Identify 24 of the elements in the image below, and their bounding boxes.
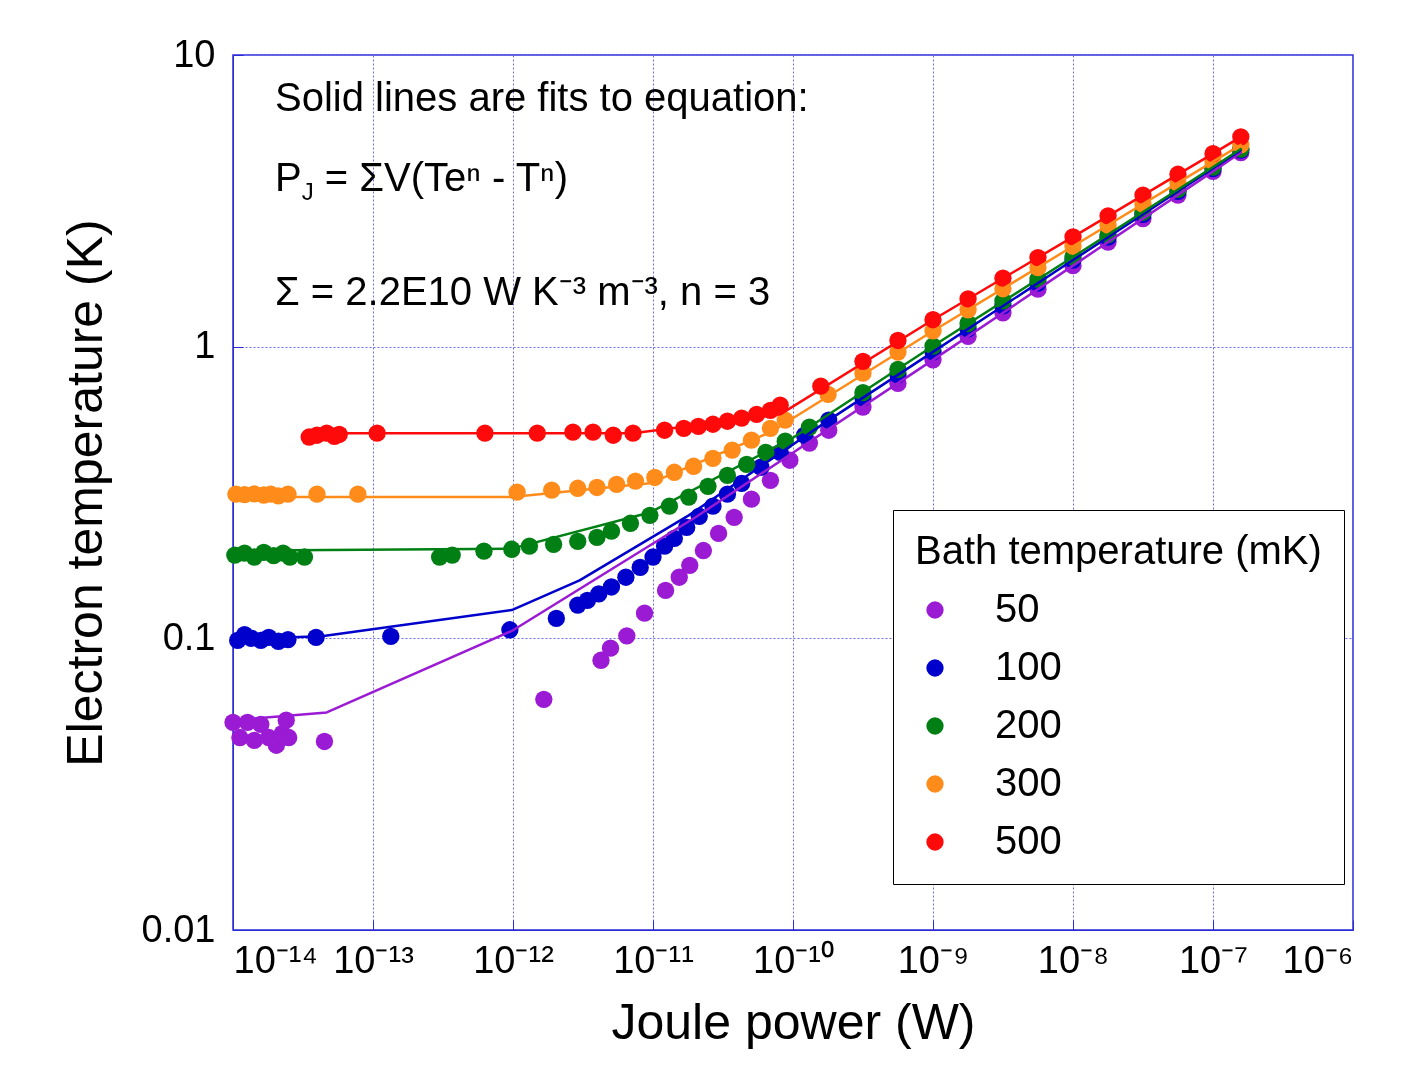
x-tick-label: 10⁻⁹ [897,938,970,981]
x-tick-label: 10⁻¹² [473,938,554,981]
x-tick-label: 10⁻¹¹ [613,938,694,981]
x-tick-label: 10⁻¹⁴ [233,938,318,981]
legend-label: 50 [995,586,1040,630]
annotation: Solid lines are fits to equation: [275,75,809,120]
annotation: Σ = 2.2E10 W K⁻³ m⁻³, n = 3 [275,268,771,315]
legend-label: 100 [995,644,1062,688]
x-tick-label: 10⁻¹⁰ [753,938,834,981]
y-tick-label: 1 [194,324,216,367]
annotation: P$_{J}$ = ΣV(Teⁿ - Tⁿ) [275,155,569,206]
y-axis-title: Electron temperature (K) [56,219,113,767]
x-tick-label: 10⁻⁷ [1178,938,1249,981]
x-tick-label: 10⁻⁶ [1282,938,1354,981]
legend-label: 300 [995,760,1062,804]
y-tick-label: 0.01 [141,907,216,950]
y-tick-label: 0.1 [162,615,216,658]
legend-title: Bath temperature (mK) [915,528,1322,572]
y-tick-label: 10 [173,32,216,75]
x-axis-title: Joule power (W) [611,993,976,1050]
legend-label: 200 [995,702,1062,746]
legend-label: 500 [995,818,1062,862]
x-tick-label: 10⁻⁸ [1037,938,1110,981]
x-tick-label: 10⁻¹³ [333,938,414,981]
